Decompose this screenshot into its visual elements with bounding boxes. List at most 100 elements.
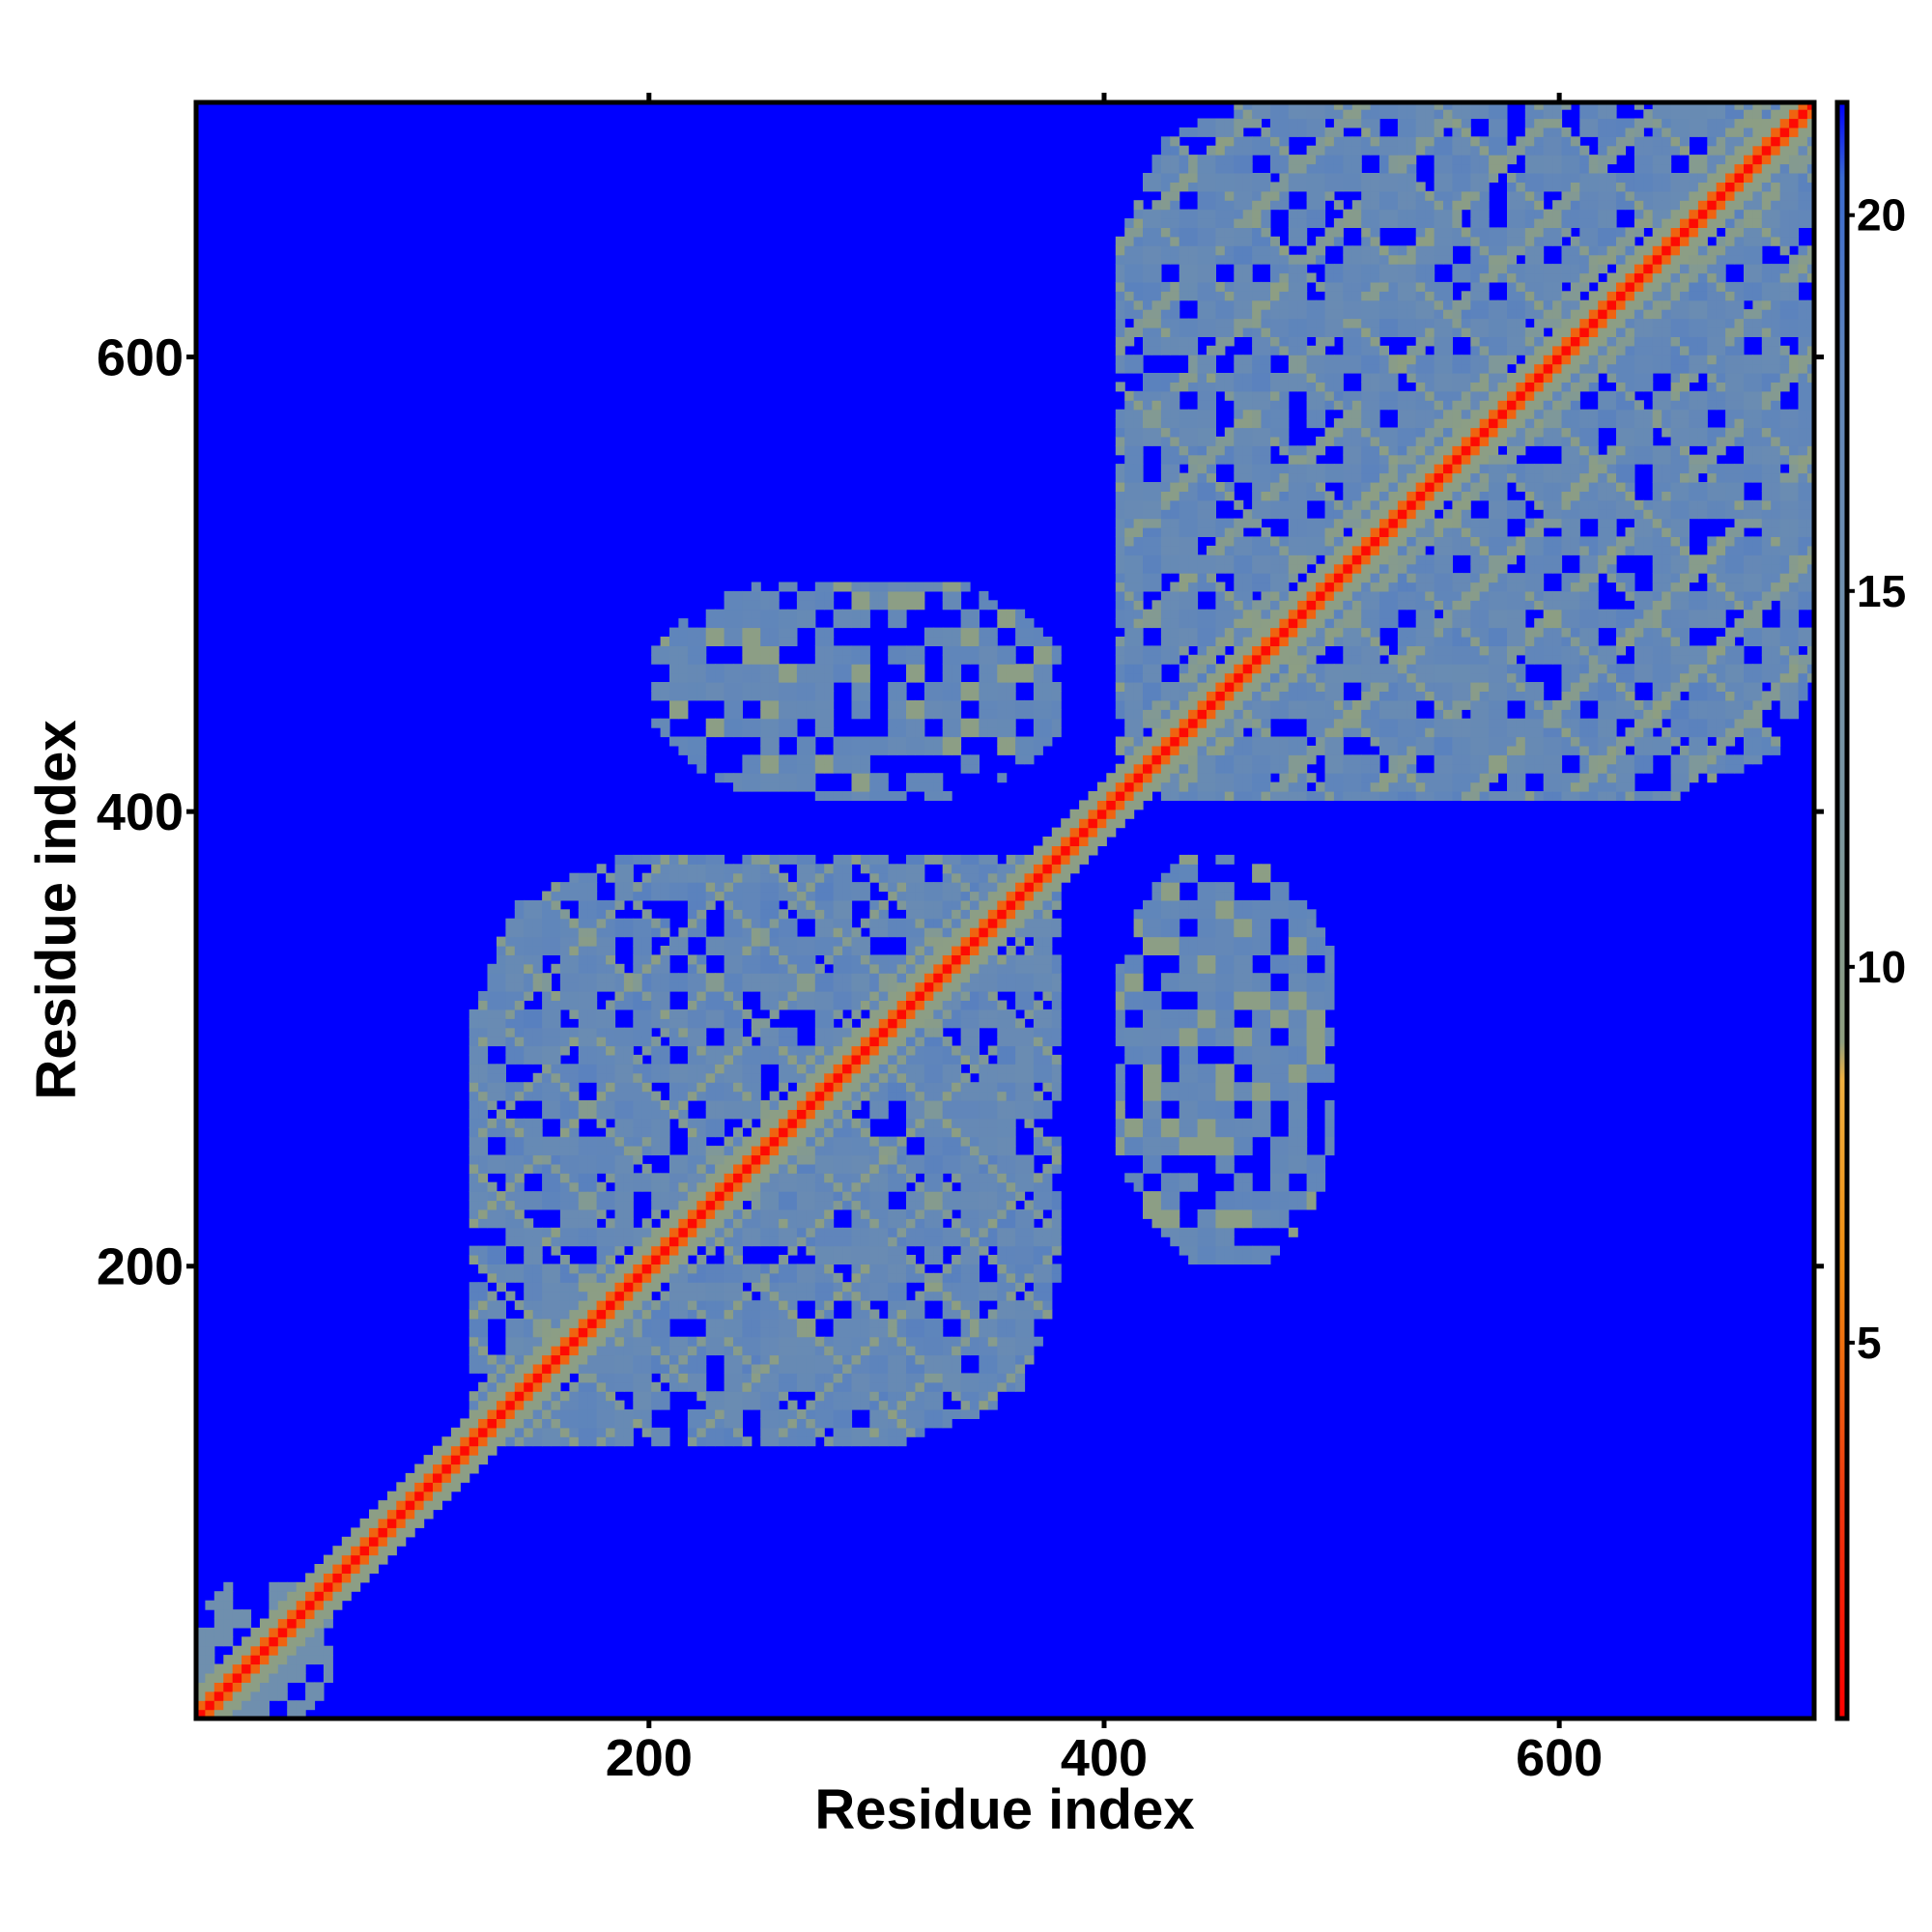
heatmap-cell: [660, 1018, 670, 1029]
heatmap-cell: [1133, 436, 1144, 446]
heatmap-cell: [715, 1100, 725, 1110]
heatmap-cell: [751, 781, 761, 792]
heatmap-cell: [705, 1091, 716, 1101]
heatmap-cell: [205, 1709, 215, 1719]
heatmap-cell: [1024, 1118, 1035, 1128]
heatmap-cell: [915, 1200, 925, 1210]
heatmap-cell: [578, 1291, 588, 1301]
heatmap-cell: [1143, 327, 1152, 337]
heatmap-cell: [824, 1208, 835, 1219]
heatmap-cell: [960, 1127, 971, 1138]
heatmap-cell: [1042, 1082, 1053, 1093]
heatmap-cell: [660, 1227, 670, 1237]
heatmap-cell: [851, 1236, 862, 1247]
heatmap-cell: [1133, 518, 1144, 528]
heatmap-cell: [1133, 645, 1144, 656]
heatmap-cell: [578, 1427, 588, 1437]
heatmap-cell: [505, 1346, 516, 1356]
heatmap-cell: [987, 1072, 998, 1083]
heatmap-cell: [1151, 691, 1162, 701]
heatmap-cell: [933, 1154, 944, 1165]
heatmap-cell: [715, 1327, 725, 1338]
heatmap-cell: [724, 672, 734, 683]
heatmap-cell: [979, 1072, 989, 1083]
heatmap-cell: [860, 582, 870, 592]
heatmap-cell: [824, 1245, 835, 1256]
heatmap-cell: [724, 1381, 734, 1392]
heatmap-cell: [824, 1418, 835, 1429]
heatmap-cell: [779, 672, 789, 683]
heatmap-cell: [633, 1391, 643, 1402]
heatmap-cell: [1160, 891, 1171, 901]
heatmap-cell: [923, 627, 934, 638]
heatmap-cell: [1124, 745, 1135, 755]
heatmap-cell: [915, 899, 925, 910]
heatmap-cell: [787, 1300, 798, 1311]
heatmap-cell: [1006, 1054, 1016, 1065]
heatmap-cell: [769, 727, 780, 738]
heatmap-cell: [1133, 773, 1144, 783]
heatmap-cell: [1042, 891, 1053, 901]
heatmap-cell: [851, 963, 862, 974]
heatmap-cell: [1051, 1227, 1062, 1237]
heatmap-cell: [769, 773, 780, 783]
heatmap-cell: [633, 991, 643, 1001]
heatmap-cell: [923, 1009, 934, 1019]
heatmap-cell: [970, 1272, 980, 1283]
heatmap-cell: [532, 1409, 543, 1419]
heatmap-cell: [623, 1327, 634, 1338]
heatmap-cell: [942, 891, 952, 901]
heatmap-cell: [1024, 899, 1035, 910]
heatmap-cell: [878, 1354, 889, 1365]
heatmap-cell: [715, 773, 725, 783]
heatmap-cell: [433, 1455, 442, 1465]
heatmap-cell: [923, 1181, 934, 1192]
heatmap-cell: [842, 1091, 853, 1101]
heatmap-cell: [369, 1536, 379, 1547]
heatmap-cell: [497, 936, 506, 947]
heatmap-cell: [824, 1000, 835, 1010]
heatmap-cell: [970, 1173, 980, 1183]
heatmap-cell: [1124, 299, 1135, 310]
heatmap-cell: [751, 1264, 761, 1274]
heatmap-cell: [997, 1064, 1008, 1074]
heatmap-cell: [559, 1109, 570, 1120]
heatmap-cell: [1042, 1146, 1053, 1156]
heatmap-cell: [678, 1064, 689, 1074]
heatmap-cell: [970, 1227, 980, 1237]
heatmap-cell: [669, 672, 679, 683]
heatmap-cell: [806, 590, 816, 601]
heatmap-cell: [787, 1227, 798, 1237]
heatmap-cell: [787, 918, 798, 928]
heatmap-cell: [514, 1354, 525, 1365]
heatmap-cell: [660, 1363, 670, 1374]
heatmap-cell: [542, 1291, 553, 1301]
heatmap-cell: [569, 1427, 580, 1437]
heatmap-cell: [469, 1218, 479, 1229]
heatmap-cell: [833, 1064, 843, 1074]
heatmap-cell: [542, 973, 553, 983]
heatmap-cell: [715, 1082, 725, 1093]
heatmap-cell: [633, 973, 643, 983]
heatmap-cell: [1024, 1245, 1035, 1256]
heatmap-cell: [633, 1363, 643, 1374]
heatmap-cell: [970, 973, 980, 983]
heatmap-cell: [979, 1163, 989, 1174]
heatmap-cell: [833, 1418, 843, 1429]
heatmap-cell: [824, 1255, 835, 1264]
heatmap-cell: [1133, 1173, 1144, 1183]
heatmap-cell: [1042, 664, 1053, 674]
heatmap-cell: [1033, 1173, 1043, 1183]
heatmap-cell: [1015, 991, 1026, 1001]
heatmap-cell: [1160, 472, 1171, 483]
heatmap-cell: [696, 654, 707, 665]
heatmap-cell: [787, 1208, 798, 1219]
heatmap-cell: [660, 1191, 670, 1202]
heatmap-cell: [559, 1409, 570, 1419]
heatmap-cell: [715, 882, 725, 893]
heatmap-cell: [641, 1336, 652, 1347]
heatmap-cell: [952, 854, 962, 865]
heatmap-cell: [824, 1300, 835, 1311]
heatmap-cell: [1024, 1154, 1035, 1165]
heatmap-cell: [651, 1227, 662, 1237]
